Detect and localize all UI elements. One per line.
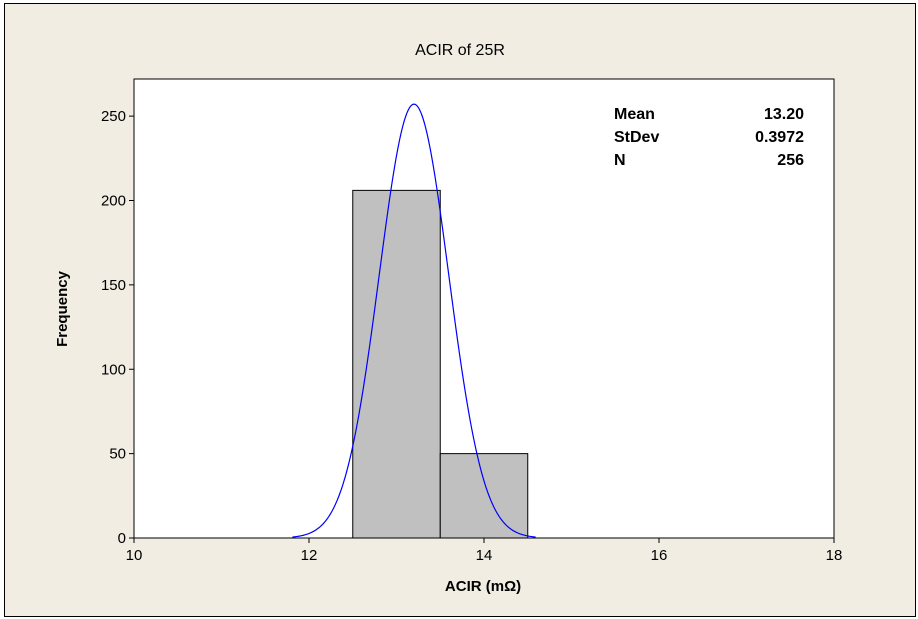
y-tick-label-0: 0	[118, 530, 126, 547]
x-tick-label-16: 16	[651, 547, 668, 564]
histogram-bars	[352, 189, 529, 539]
histogram-bar-1	[352, 189, 441, 539]
x-tick-label-14: 14	[476, 547, 493, 564]
chart-title: ACIR of 25R	[415, 42, 505, 59]
histogram-bar-2	[439, 453, 529, 539]
y-tick-label-100: 100	[101, 361, 126, 378]
x-axis: 10 12 14 16 18	[126, 538, 843, 564]
stat-label-n: N	[614, 152, 626, 169]
x-tick-label-12: 12	[301, 547, 318, 564]
stat-value-stdev: 0.3972	[755, 129, 804, 146]
x-tick-label-10: 10	[126, 547, 143, 564]
y-tick-label-200: 200	[101, 193, 126, 210]
y-tick-label-250: 250	[101, 108, 126, 125]
stat-value-mean: 13.20	[764, 106, 804, 123]
stats-box: Mean 13.20 StDev 0.3972 N 256	[614, 106, 804, 169]
stat-value-n: 256	[777, 152, 804, 169]
histogram-chart: ACIR of 25R 10 12 14 16 18 0 50 100 150 200 250 A…	[54, 42, 843, 595]
chart-frame: ACIR of 25R 10 12 14 16 18 0 50 100 150 200 250 A…	[4, 3, 916, 617]
y-tick-label-150: 150	[101, 277, 126, 294]
y-axis: 0 50 100 150 200 250	[101, 108, 134, 547]
x-tick-label-18: 18	[826, 547, 843, 564]
normal-fit-curve	[292, 103, 536, 538]
y-tick-label-50: 50	[109, 446, 126, 463]
stat-label-stdev: StDev	[614, 129, 659, 146]
y-axis-title: Frequency	[54, 270, 71, 347]
x-axis-title: ACIR (mΩ)	[445, 578, 521, 595]
stat-label-mean: Mean	[614, 106, 655, 123]
